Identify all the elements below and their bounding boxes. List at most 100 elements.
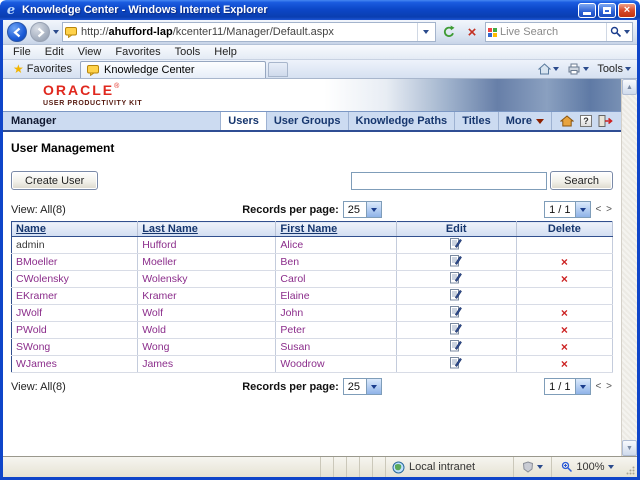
stop-button[interactable]: ×: [462, 22, 482, 42]
prev-page-button[interactable]: <: [595, 381, 603, 392]
user-last-name-link[interactable]: Moeller: [142, 256, 177, 268]
forward-button[interactable]: [30, 22, 50, 42]
records-per-page-select[interactable]: 25: [342, 201, 382, 218]
edit-user-button[interactable]: [450, 288, 463, 301]
records-per-page-select[interactable]: 25: [342, 378, 382, 395]
close-button[interactable]: ×: [618, 2, 636, 18]
next-page-button[interactable]: >: [606, 381, 613, 392]
home-page-icon[interactable]: [560, 115, 574, 127]
vertical-scrollbar[interactable]: ▲ ▼: [621, 79, 637, 456]
user-name-link[interactable]: SWong: [16, 341, 51, 353]
user-last-name-link[interactable]: Hufford: [142, 239, 177, 251]
user-last-name-link[interactable]: Wolensky: [142, 273, 188, 285]
tab-knowledge-center[interactable]: Knowledge Center: [80, 61, 267, 78]
user-first-name-link[interactable]: John: [280, 307, 304, 319]
user-name-link[interactable]: CWolensky: [16, 273, 69, 285]
user-last-name-link[interactable]: Wong: [142, 341, 170, 353]
scrollbar-track[interactable]: [622, 95, 637, 440]
back-button[interactable]: [7, 22, 27, 42]
manager-bar: Manager Users User Groups Knowledge Path…: [3, 111, 621, 132]
user-first-name-link[interactable]: Susan: [280, 341, 311, 353]
help-icon[interactable]: ?: [580, 115, 592, 127]
user-first-name-link[interactable]: Ben: [280, 256, 300, 268]
print-button[interactable]: [567, 63, 590, 75]
protected-mode-button[interactable]: [513, 457, 551, 477]
tab-user-groups[interactable]: User Groups: [265, 112, 348, 130]
user-last-name-link[interactable]: Kramer: [142, 290, 177, 302]
delete-user-button[interactable]: ×: [560, 322, 568, 337]
home-button[interactable]: [538, 63, 560, 75]
view-filter-link[interactable]: All(8): [40, 203, 66, 216]
menu-favorites[interactable]: Favorites: [115, 46, 161, 58]
edit-user-button[interactable]: [450, 305, 463, 318]
user-last-name-link[interactable]: Wolf: [142, 307, 164, 319]
user-first-name-link[interactable]: Peter: [280, 324, 306, 336]
menu-file[interactable]: File: [13, 46, 31, 58]
user-name-link[interactable]: WJames: [16, 358, 57, 370]
search-go-button[interactable]: [606, 23, 630, 41]
minimize-button[interactable]: [578, 2, 596, 18]
delete-user-button[interactable]: ×: [560, 271, 568, 286]
create-user-button[interactable]: Create User: [11, 171, 99, 190]
maximize-button[interactable]: [598, 2, 616, 18]
next-page-button[interactable]: >: [606, 204, 613, 215]
edit-user-button[interactable]: [450, 237, 463, 250]
user-first-name-link[interactable]: Carol: [280, 273, 306, 285]
sort-last-name-link[interactable]: Last Name: [142, 223, 198, 235]
user-first-name-link[interactable]: Alice: [280, 239, 304, 251]
page-select[interactable]: 1 / 1: [544, 378, 591, 395]
favorites-button[interactable]: ★ Favorites: [5, 60, 80, 78]
prev-page-button[interactable]: <: [595, 204, 603, 215]
edit-user-button[interactable]: [450, 322, 463, 335]
delete-user-button[interactable]: ×: [560, 356, 568, 371]
tab-knowledge-paths[interactable]: Knowledge Paths: [347, 112, 455, 130]
menu-tools[interactable]: Tools: [174, 46, 201, 58]
edit-user-button[interactable]: [450, 254, 463, 267]
live-search-input[interactable]: [500, 26, 603, 38]
sort-first-name-link[interactable]: First Name: [280, 223, 338, 235]
scroll-up-button[interactable]: ▲: [622, 79, 637, 95]
tab-more[interactable]: More: [497, 112, 552, 130]
view-filter-link[interactable]: All(8): [40, 380, 66, 393]
live-search-box[interactable]: [485, 22, 633, 42]
edit-icon: [450, 255, 463, 267]
new-tab-button[interactable]: [268, 62, 289, 77]
user-last-name-link[interactable]: Wold: [142, 324, 166, 336]
user-first-name-link[interactable]: Woodrow: [280, 358, 325, 370]
sort-name-link[interactable]: Name: [16, 223, 46, 235]
user-name-link[interactable]: BMoeller: [16, 256, 58, 268]
user-search-input[interactable]: [351, 171, 548, 190]
address-dropdown-button[interactable]: [417, 23, 433, 41]
edit-user-button[interactable]: [450, 271, 463, 284]
refresh-button[interactable]: [439, 22, 459, 42]
history-dropdown-icon[interactable]: [53, 30, 59, 34]
zoom-control[interactable]: 100%: [551, 457, 623, 477]
page-select[interactable]: 1 / 1: [544, 201, 591, 218]
delete-user-button[interactable]: ×: [560, 305, 568, 320]
search-button[interactable]: Search: [550, 171, 613, 190]
menu-view[interactable]: View: [77, 46, 102, 58]
delete-user-button[interactable]: ×: [560, 254, 568, 269]
edit-user-button[interactable]: [450, 356, 463, 369]
delete-user-button[interactable]: ×: [560, 339, 568, 354]
user-name-link[interactable]: EKramer: [16, 290, 58, 302]
logout-icon[interactable]: [598, 115, 613, 127]
resize-grip[interactable]: [623, 457, 637, 477]
user-name-link[interactable]: JWolf: [16, 307, 43, 319]
menu-edit[interactable]: Edit: [44, 46, 64, 58]
print-dropdown-icon[interactable]: [583, 67, 590, 71]
home-dropdown-icon[interactable]: [553, 67, 560, 71]
address-field[interactable]: http://ahufford-lap/kcenter11/Manager/De…: [62, 22, 436, 42]
user-name-link[interactable]: PWold: [16, 324, 47, 336]
search-options-icon[interactable]: [624, 30, 630, 34]
tab-titles[interactable]: Titles: [454, 112, 498, 130]
tools-dropdown-icon: [625, 67, 631, 71]
tab-users[interactable]: Users: [220, 112, 266, 130]
user-name-link[interactable]: admin: [16, 239, 45, 251]
user-last-name-link[interactable]: James: [142, 358, 174, 370]
user-first-name-link[interactable]: Elaine: [280, 290, 310, 302]
edit-user-button[interactable]: [450, 339, 463, 352]
menu-help[interactable]: Help: [214, 46, 237, 58]
tools-button[interactable]: Tools: [597, 63, 631, 75]
scroll-down-button[interactable]: ▼: [622, 440, 637, 456]
